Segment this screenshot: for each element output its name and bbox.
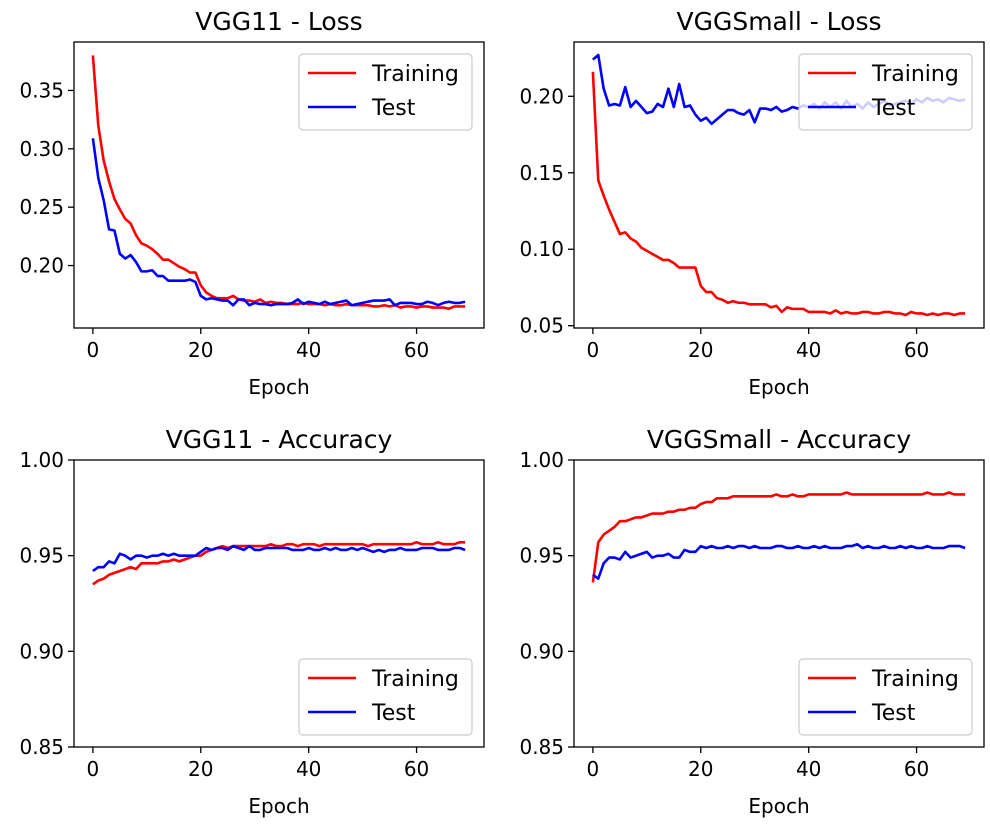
series-line-training	[591, 71, 966, 317]
legend-label-training: Training	[371, 667, 459, 692]
y-tick-label: 0.15	[519, 161, 564, 185]
y-tick-label: 0.30	[19, 137, 64, 161]
chart-panel-1: VGG11 - Loss 0 20 40 60 0.20 0.25 0.30 0.35 Epoch…	[19, 7, 485, 399]
legend-label-test: Test	[371, 701, 416, 726]
chart-panel-4: VGGSmall - Accuracy 0 20 40 60 0.85 0.90 0.95 1.…	[519, 425, 985, 818]
x-tick-label: 60	[404, 338, 429, 362]
x-axis-label: Epoch	[248, 375, 309, 399]
legend-label-test: Test	[371, 96, 416, 121]
chart-title: VGG11 - Loss	[195, 7, 362, 36]
x-tick-label: 20	[188, 338, 213, 362]
y-tick-label: 0.95	[19, 544, 64, 568]
x-axis-label: Epoch	[748, 794, 809, 818]
x-tick-label: 0	[87, 338, 100, 362]
x-tick-label: 40	[796, 757, 821, 781]
x-tick-label: 40	[296, 757, 321, 781]
series-line-test	[92, 544, 466, 573]
legend: Training Test	[798, 53, 973, 131]
legend-label-test: Test	[871, 96, 916, 121]
legend: Training Test	[798, 658, 973, 736]
y-tick-label: 0.85	[519, 735, 564, 759]
x-tick-label: 0	[87, 757, 100, 781]
series-line-test	[91, 138, 466, 307]
x-tick-label: 20	[688, 757, 713, 781]
x-tick-label: 60	[904, 338, 929, 362]
x-tick-label: 40	[296, 338, 321, 362]
y-tick-label: 0.05	[519, 314, 564, 338]
chart-title: VGGSmall - Accuracy	[647, 425, 912, 454]
x-tick-label: 60	[904, 757, 929, 781]
y-tick-label: 0.85	[19, 735, 64, 759]
y-tick-label: 0.25	[19, 195, 64, 219]
x-tick-label: 0	[587, 757, 600, 781]
legend-label-test: Test	[871, 701, 916, 726]
legend-label-training: Training	[871, 62, 959, 87]
axes-frame	[573, 459, 985, 748]
y-tick-label: 1.00	[519, 448, 564, 472]
y-tick-label: 0.95	[519, 544, 564, 568]
x-tick-label: 40	[796, 338, 821, 362]
y-tick-label: 0.10	[519, 237, 564, 261]
x-tick-label: 20	[188, 757, 213, 781]
x-tick-label: 20	[688, 338, 713, 362]
legend: Training Test	[298, 658, 473, 736]
axes-frame	[73, 459, 485, 748]
y-tick-label: 0.90	[19, 639, 64, 663]
legend-label-training: Training	[371, 62, 459, 87]
x-tick-label: 0	[587, 338, 600, 362]
legend: Training Test	[298, 53, 473, 131]
y-tick-label: 0.35	[19, 78, 64, 102]
x-axis-label: Epoch	[248, 794, 309, 818]
series-line-training	[92, 540, 466, 586]
chart-panel-2: VGGSmall - Loss 0 20 40 60 0.05 0.10 0.15 0.20 Ep…	[519, 7, 985, 399]
series-line-test	[592, 542, 966, 580]
chart-panel-3: VGG11 - Accuracy 0 20 40 60 0.85 0.90 0.95 1.00 E…	[19, 425, 485, 818]
axes-frame	[73, 41, 485, 329]
y-tick-label: 0.20	[19, 254, 64, 278]
y-tick-label: 1.00	[19, 448, 64, 472]
y-tick-label: 0.90	[519, 639, 564, 663]
series-line-training	[591, 491, 966, 583]
chart-title: VGGSmall - Loss	[676, 7, 881, 36]
axes-frame	[573, 41, 985, 329]
legend-label-training: Training	[871, 667, 959, 692]
x-tick-label: 60	[404, 757, 429, 781]
y-tick-label: 0.20	[519, 84, 564, 108]
chart-title: VGG11 - Accuracy	[166, 425, 393, 454]
x-axis-label: Epoch	[748, 375, 809, 399]
